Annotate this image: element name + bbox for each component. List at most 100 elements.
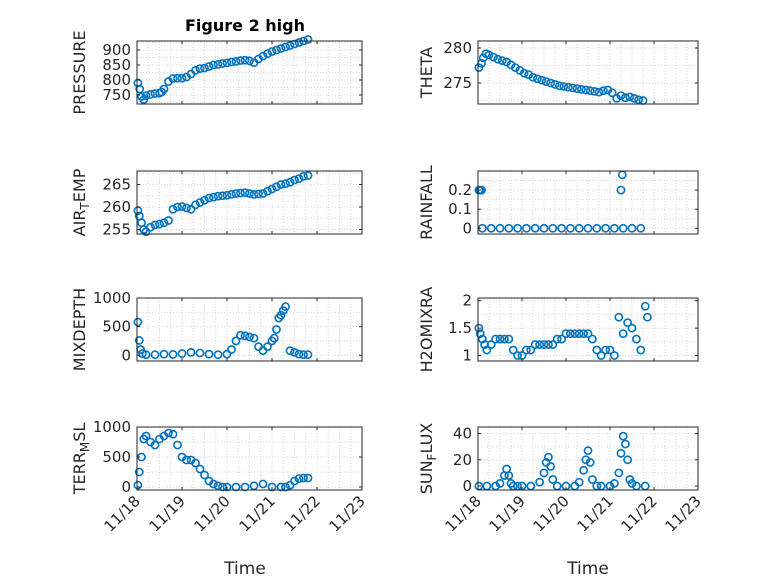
series-h2omixra (474, 301, 652, 360)
data-point (258, 51, 268, 61)
data-point (236, 188, 245, 198)
data-point (204, 349, 214, 359)
y-tick-label: 0.1 (448, 200, 472, 218)
data-point (299, 350, 308, 360)
data-point (195, 348, 205, 358)
data-point (231, 189, 241, 198)
data-point (574, 329, 584, 339)
data-point (555, 81, 564, 91)
data-point (191, 458, 200, 468)
data-point (486, 340, 496, 349)
data-point (258, 479, 268, 489)
data-point (294, 349, 304, 359)
data-point (581, 455, 591, 465)
series-terr-msl (133, 428, 313, 492)
data-point (159, 218, 169, 228)
data-point (285, 177, 295, 187)
data-point (276, 44, 286, 53)
data-point (610, 351, 619, 360)
data-point (299, 171, 308, 181)
axes-box (477, 426, 699, 491)
data-point (550, 80, 560, 89)
data-point (272, 325, 281, 334)
x-tick-label: 11/21 (574, 492, 617, 535)
data-point (272, 45, 281, 55)
y-tick-label: 0 (121, 478, 131, 496)
data-point (146, 222, 155, 232)
data-point (173, 202, 182, 212)
y-axis-label-main: TERR (70, 452, 89, 495)
data-point (290, 175, 299, 185)
y-tick-label: 2 (462, 292, 472, 310)
series-rainfall (474, 170, 646, 233)
data-point (263, 342, 272, 352)
y-tick-label: 900 (102, 41, 131, 59)
data-point (213, 481, 223, 491)
data-point (245, 332, 254, 342)
y-tick-label: 1.5 (448, 319, 472, 337)
data-point (290, 39, 299, 49)
data-point (614, 312, 624, 322)
data-point (577, 84, 586, 94)
data-point (186, 348, 196, 357)
data-point (263, 49, 272, 58)
data-point (231, 482, 241, 492)
data-point (583, 329, 593, 339)
data-point (533, 74, 542, 84)
data-point (557, 334, 566, 344)
data-point (539, 223, 549, 233)
plot-area (137, 171, 362, 234)
data-point (290, 348, 299, 357)
y-tick-label: 280 (443, 39, 472, 57)
data-point (541, 77, 551, 86)
data-point (195, 198, 205, 207)
data-point (570, 329, 580, 339)
y-axis-label-tail: SL (70, 423, 89, 442)
x-tick-label: 11/18 (442, 492, 485, 535)
data-point (592, 223, 602, 233)
data-point (544, 452, 553, 462)
data-point (164, 428, 173, 438)
data-point (491, 334, 500, 344)
data-point (249, 333, 259, 343)
data-point (258, 189, 268, 198)
data-point (486, 223, 496, 233)
series-theta (474, 49, 648, 105)
data-point (209, 60, 218, 70)
axes-box (136, 426, 363, 491)
data-point (546, 461, 555, 471)
data-point (303, 35, 313, 44)
data-point (281, 42, 290, 52)
data-point (294, 38, 304, 47)
data-point (623, 318, 632, 328)
data-point (634, 95, 643, 105)
data-point (141, 350, 151, 360)
data-point (610, 223, 619, 233)
data-point (173, 73, 182, 83)
data-point (159, 349, 169, 359)
data-point (618, 431, 628, 441)
data-point (588, 475, 597, 484)
data-point (625, 92, 635, 102)
data-point (513, 351, 522, 360)
data-point (141, 431, 151, 441)
y-axis-label-tail: LUX (417, 423, 436, 454)
data-point (475, 329, 485, 339)
data-point (583, 223, 593, 233)
data-point (240, 331, 250, 341)
data-point (285, 346, 295, 356)
data-point (209, 479, 218, 489)
y-tick-label: 275 (443, 74, 472, 92)
data-point (605, 345, 615, 355)
data-point (267, 482, 277, 492)
data-point (504, 334, 514, 344)
data-point (200, 470, 209, 480)
x-tick-label: 11/21 (236, 492, 279, 535)
data-point (636, 223, 646, 233)
data-point (303, 350, 313, 360)
data-point (585, 86, 595, 96)
data-point (285, 41, 295, 50)
y-tick-label: 500 (102, 318, 131, 336)
y-axis-label-main: SUN (417, 460, 436, 494)
